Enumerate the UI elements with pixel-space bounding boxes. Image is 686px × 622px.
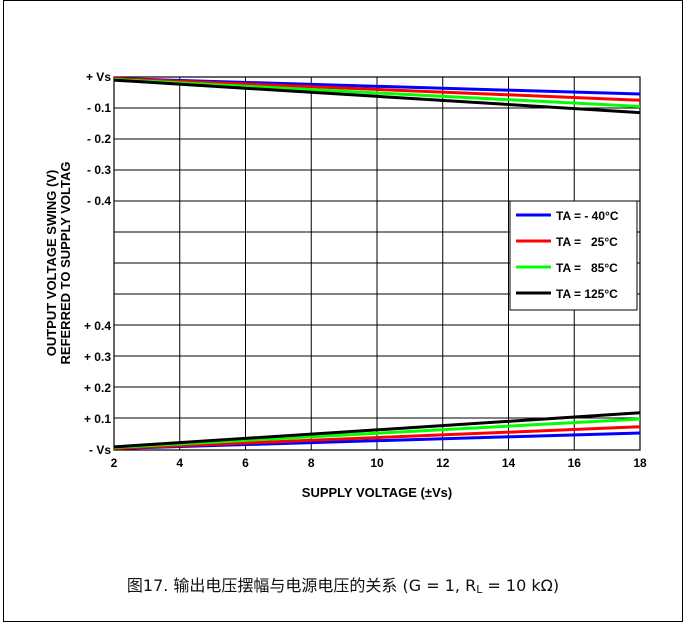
series-line-upper: [113, 78, 641, 115]
legend-label: TA = 25°C: [556, 235, 618, 249]
legend-label: TA = - 40°C: [556, 209, 619, 223]
series-line-lower: [113, 417, 641, 450]
tick-labels: 2 4 6 8 10 12 14 16 18 + Vs - 0.1 - 0.2 - 0.3 - 0.4 + …: [84, 70, 647, 470]
y-tick-label-lower: + 0.4: [84, 319, 111, 333]
series-line-lower: [113, 411, 641, 449]
caption-suffix: = 10 kΩ): [482, 576, 560, 595]
y-tick-label-upper: - 0.1: [87, 101, 111, 115]
x-axis-label: SUPPLY VOLTAGE (±Vs): [302, 485, 452, 500]
legend: TA = - 40°C TA = 25°C TA = 85°C TA = 125°C: [509, 200, 638, 311]
figure-caption: 图17. 输出电压摆幅与电源电压的关系 (G = 1, RL = 10 kΩ): [0, 572, 686, 596]
y-tick-label-upper: - 0.3: [87, 163, 111, 177]
y-tick-label-lower: - Vs: [89, 443, 111, 457]
y-axis-label-secondary: REFERRED TO SUPPLY VOLTAG: [58, 162, 73, 365]
x-tick-label: 12: [436, 456, 450, 470]
caption-prefix: 图17. 输出电压摆幅与电源电压的关系 (G = 1, R: [126, 576, 477, 595]
x-tick-label: 16: [568, 456, 582, 470]
frame-top-border: [3, 0, 683, 1]
x-tick-label: 10: [370, 456, 384, 470]
y-tick-label-upper: - 0.2: [87, 132, 111, 146]
x-tick-label: 2: [111, 456, 118, 470]
series-line-lower: [113, 425, 641, 450]
plot-border: [113, 76, 641, 451]
y-tick-label-upper: + Vs: [86, 70, 111, 84]
series-line-upper: [113, 77, 641, 102]
y-tick-label-lower: + 0.2: [84, 381, 111, 395]
legend-label: TA = 85°C: [556, 261, 618, 275]
x-tick-label: 14: [502, 456, 516, 470]
caption-subscript: L: [476, 583, 483, 596]
x-tick-label: 4: [176, 456, 183, 470]
y-tick-label-upper: - 0.4: [87, 194, 111, 208]
legend-label: TA = 125°C: [556, 287, 618, 301]
series-line-upper: [113, 77, 641, 108]
y-tick-label-lower: + 0.3: [84, 350, 111, 364]
x-tick-label: 18: [633, 456, 647, 470]
series-lines: [113, 77, 641, 450]
y-axis-label: OUTPUT VOLTAGE SWING (V): [44, 170, 59, 357]
output-swing-chart: 2 4 6 8 10 12 14 16 18 + Vs - 0.1 - 0.2 - 0.3 - 0.4 + …: [44, 70, 647, 500]
x-tick-label: 6: [242, 456, 249, 470]
x-tick-label: 8: [308, 456, 315, 470]
y-tick-label-lower: + 0.1: [84, 412, 111, 426]
